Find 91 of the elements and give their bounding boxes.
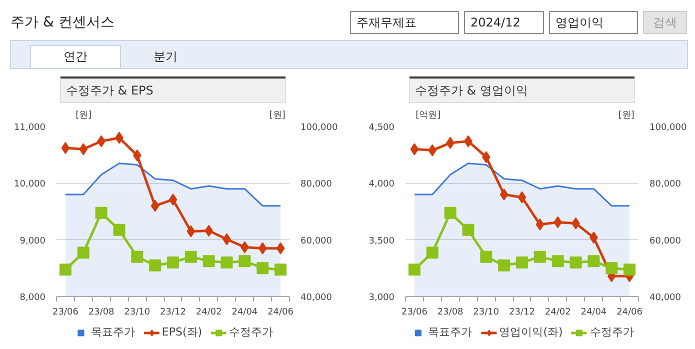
y-tick-label: 10,000 xyxy=(14,180,46,190)
point xyxy=(258,242,267,254)
point xyxy=(518,191,526,204)
y2-tick-label: 40,000 xyxy=(650,293,682,303)
text: 연간 xyxy=(64,50,88,64)
point xyxy=(536,218,544,231)
point xyxy=(131,250,144,263)
text: 분기 xyxy=(154,50,178,64)
point xyxy=(77,246,90,259)
y-tick-label: 8,000 xyxy=(20,293,46,303)
point xyxy=(167,256,179,268)
point xyxy=(428,144,437,156)
chart-title: 수정주가 & EPS xyxy=(66,84,154,98)
point xyxy=(500,188,508,200)
text: 검색 xyxy=(653,16,677,30)
legend-label: 수정주가 xyxy=(229,324,274,340)
point xyxy=(516,256,528,268)
point xyxy=(570,256,582,268)
legend-label: EPS(좌) xyxy=(162,324,202,340)
y-tick-label: 3,500 xyxy=(368,236,395,246)
point xyxy=(238,255,251,268)
point xyxy=(204,224,214,237)
point xyxy=(276,242,285,254)
y2-tick-label: 60,000 xyxy=(300,236,332,246)
point xyxy=(606,262,618,274)
chart-title: 수정주가 & 영업이익 xyxy=(414,84,528,98)
point xyxy=(79,143,88,156)
point xyxy=(256,262,269,274)
y2-tick-label: 40,000 xyxy=(300,293,332,303)
y-tick-label: 4,000 xyxy=(368,180,395,190)
y2-tick-label: 60,000 xyxy=(650,236,682,246)
point xyxy=(184,250,197,263)
x-tick-label: 23/12 xyxy=(160,308,186,318)
text: 영업이익 xyxy=(556,16,604,30)
x-tick-label: 24/02 xyxy=(196,308,222,318)
text: 주가 & 컨센서스 xyxy=(10,14,114,30)
point xyxy=(274,264,287,276)
point xyxy=(462,224,474,236)
y-tick-label: 11,000 xyxy=(14,123,46,133)
point xyxy=(113,224,126,236)
legend-label: 영업이익(좌) xyxy=(499,324,563,340)
point xyxy=(426,246,438,259)
point xyxy=(132,149,142,162)
y2-axis-title: [원] xyxy=(618,110,634,120)
x-tick-label: 24/06 xyxy=(616,308,643,318)
x-tick-label: 24/02 xyxy=(544,308,571,318)
point xyxy=(186,225,196,238)
y2-tick-label: 80,000 xyxy=(650,180,682,190)
point xyxy=(482,151,490,164)
y2-tick-label: 100,000 xyxy=(300,123,338,133)
legend-label: 목표주가 xyxy=(90,324,135,340)
point xyxy=(150,200,160,212)
x-tick-label: 23/08 xyxy=(437,308,464,318)
point xyxy=(444,206,456,219)
point xyxy=(168,194,178,206)
x-tick-label: 23/06 xyxy=(401,308,428,318)
y2-axis-title: [원] xyxy=(269,110,286,120)
text: 주재무제표 xyxy=(356,16,416,30)
point xyxy=(554,216,562,228)
x-tick-label: 23/10 xyxy=(124,308,150,318)
x-tick-label: 24/04 xyxy=(232,308,258,318)
point xyxy=(149,259,162,272)
point xyxy=(480,250,492,263)
y-tick-label: 4,500 xyxy=(368,123,395,133)
y-axis-title: [억원] xyxy=(416,110,441,120)
point xyxy=(95,206,108,219)
point xyxy=(552,255,564,268)
x-tick-label: 24/04 xyxy=(580,308,607,318)
point xyxy=(534,250,546,263)
x-tick-label: 23/06 xyxy=(52,308,79,318)
text: 2024/12 xyxy=(470,16,520,30)
point xyxy=(408,264,420,276)
point xyxy=(410,143,419,156)
point xyxy=(624,264,636,276)
y2-tick-label: 100,000 xyxy=(650,123,687,133)
point xyxy=(588,255,600,268)
point xyxy=(498,259,510,272)
legend-label: 목표주가 xyxy=(428,324,472,340)
x-tick-label: 23/10 xyxy=(473,308,500,318)
point xyxy=(61,142,70,154)
x-tick-label: 23/12 xyxy=(509,308,535,318)
legend-label: 수정주가 xyxy=(590,324,634,340)
y-tick-label: 9,000 xyxy=(20,236,46,246)
point xyxy=(59,264,72,276)
point xyxy=(202,255,215,268)
y-tick-label: 3,000 xyxy=(368,293,395,303)
y2-tick-label: 80,000 xyxy=(300,180,332,190)
x-tick-label: 23/08 xyxy=(88,308,115,318)
point xyxy=(220,256,233,268)
x-tick-label: 24/06 xyxy=(268,308,294,318)
y-axis-title: [원] xyxy=(76,110,92,120)
